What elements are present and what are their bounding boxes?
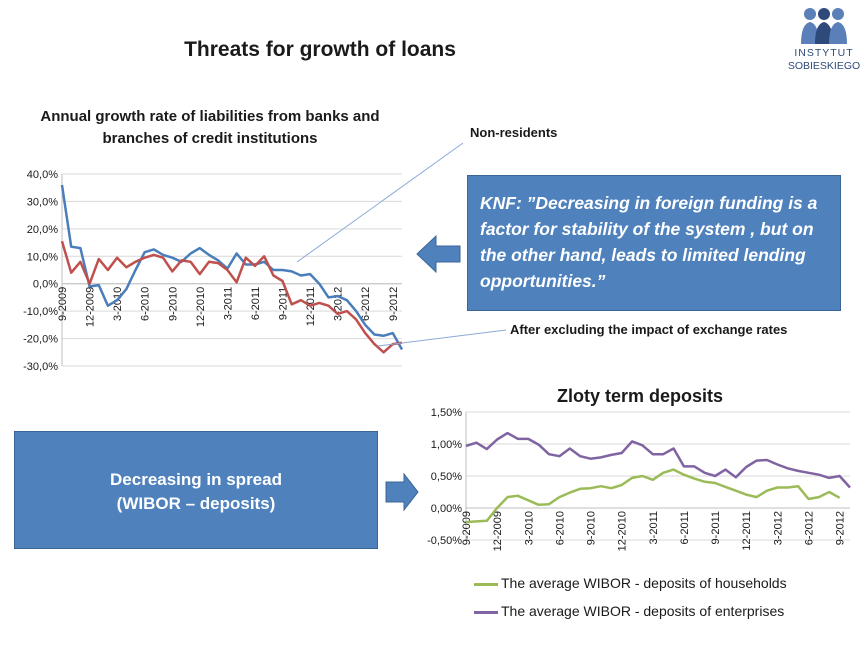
spread-box: Decreasing in spread (WIBOR – deposits) <box>14 431 378 549</box>
x-tick-label: 12-2011 <box>741 511 753 551</box>
slide-title: Threats for growth of loans <box>184 38 456 61</box>
x-tick-label: 6-2010 <box>554 511 566 545</box>
x-tick-label: 12-2010 <box>617 511 629 551</box>
series-line-1 <box>60 184 404 351</box>
y-tick-label: 0,50% <box>431 471 462 483</box>
x-tick-label: 12-2010 <box>195 287 207 327</box>
x-tick-label: 9-2009 <box>461 511 473 545</box>
legend-enterprises-swatch <box>474 610 498 614</box>
knf-quote-text: KNF: ”Decreasing in foreign funding is a… <box>480 193 818 291</box>
exchange-leader-line <box>377 329 507 347</box>
x-tick-label: 3-2011 <box>222 287 234 320</box>
liabilities-growth-chart: 40,0% 30,0% 20,0% 10,0% 0,0% -10,0% -20,0% -30,… <box>23 169 404 373</box>
logo-figures-icon <box>801 8 847 44</box>
x-tick-label: 3-2011 <box>648 511 660 544</box>
y-tick-label: 10,0% <box>27 251 58 263</box>
series-line-1 <box>465 468 841 524</box>
callout-nonresidents: Non-residents <box>470 125 558 140</box>
x-tick-label: 9-2010 <box>167 287 179 321</box>
spread-line2: (WIBOR – deposits) <box>116 494 276 513</box>
series-line-2 <box>465 431 851 489</box>
x-tick-label: 6-2010 <box>140 287 152 321</box>
y-tick-label: 0,0% <box>33 279 58 291</box>
x-tick-label: 12-2009 <box>492 511 504 551</box>
y-tick-label: 20,0% <box>27 224 58 236</box>
x-tick-label: 6-2011 <box>679 511 691 544</box>
spread-line1: Decreasing in spread <box>110 470 282 489</box>
x-tick-label: 12-2009 <box>85 287 97 327</box>
x-tick-label: 3-2012 <box>772 511 784 545</box>
x-tick-label: 6-2012 <box>803 511 815 545</box>
x-tick-label: 6-2011 <box>250 287 262 320</box>
series-line-2 <box>60 240 403 354</box>
legend-enterprises: The average WIBOR - deposits of enterpri… <box>474 603 784 619</box>
right-arrow-icon <box>385 472 419 512</box>
legend-households: The average WIBOR - deposits of househol… <box>474 575 787 591</box>
legend-enterprises-label: The average WIBOR - deposits of enterpri… <box>501 603 785 619</box>
x-tick-label: 9-2009 <box>57 287 69 321</box>
x-tick-label: 9-2012 <box>835 511 847 545</box>
callout-exchange-rates: After excluding the impact of exchange r… <box>510 322 788 337</box>
logo-text-line2: SOBIESKIEGO <box>787 60 861 72</box>
y-tick-label: -0,50% <box>427 535 462 547</box>
nonresidents-leader-line <box>296 142 464 263</box>
y-tick-label: 30,0% <box>27 196 58 208</box>
left-arrow-icon <box>416 234 461 274</box>
y-tick-label: 40,0% <box>27 169 58 181</box>
y-tick-label: -30,0% <box>23 361 58 373</box>
legend-households-swatch <box>474 582 498 586</box>
x-tick-label: 6-2012 <box>360 287 372 321</box>
y-tick-label: -10,0% <box>23 306 58 318</box>
y-tick-label: 0,00% <box>431 503 462 515</box>
instytut-sobieskiego-logo <box>801 8 847 44</box>
y-tick-label: -20,0% <box>23 334 58 346</box>
x-tick-label: 9-2011 <box>278 287 290 320</box>
x-tick-label: 9-2010 <box>586 511 598 545</box>
knf-quote-box: KNF: ”Decreasing in foreign funding is a… <box>467 175 841 311</box>
logo-text-line1: INSTYTUT <box>794 47 854 59</box>
chart2-title: Zloty term deposits <box>556 386 724 406</box>
y-tick-label: 1,00% <box>431 439 462 451</box>
legend-households-label: The average WIBOR - deposits of househol… <box>501 575 787 591</box>
x-tick-label: 9-2012 <box>388 287 400 321</box>
y-tick-label: 1,50% <box>431 407 462 419</box>
zloty-deposits-chart: 1,50% 1,00% 0,50% 0,00% -0,50% 9-2009 12-2009 3… <box>427 407 851 551</box>
x-tick-label: 3-2010 <box>523 511 535 545</box>
x-tick-label: 9-2011 <box>710 511 722 544</box>
chart1-title: Annual growth rate of liabilities from b… <box>40 108 380 147</box>
